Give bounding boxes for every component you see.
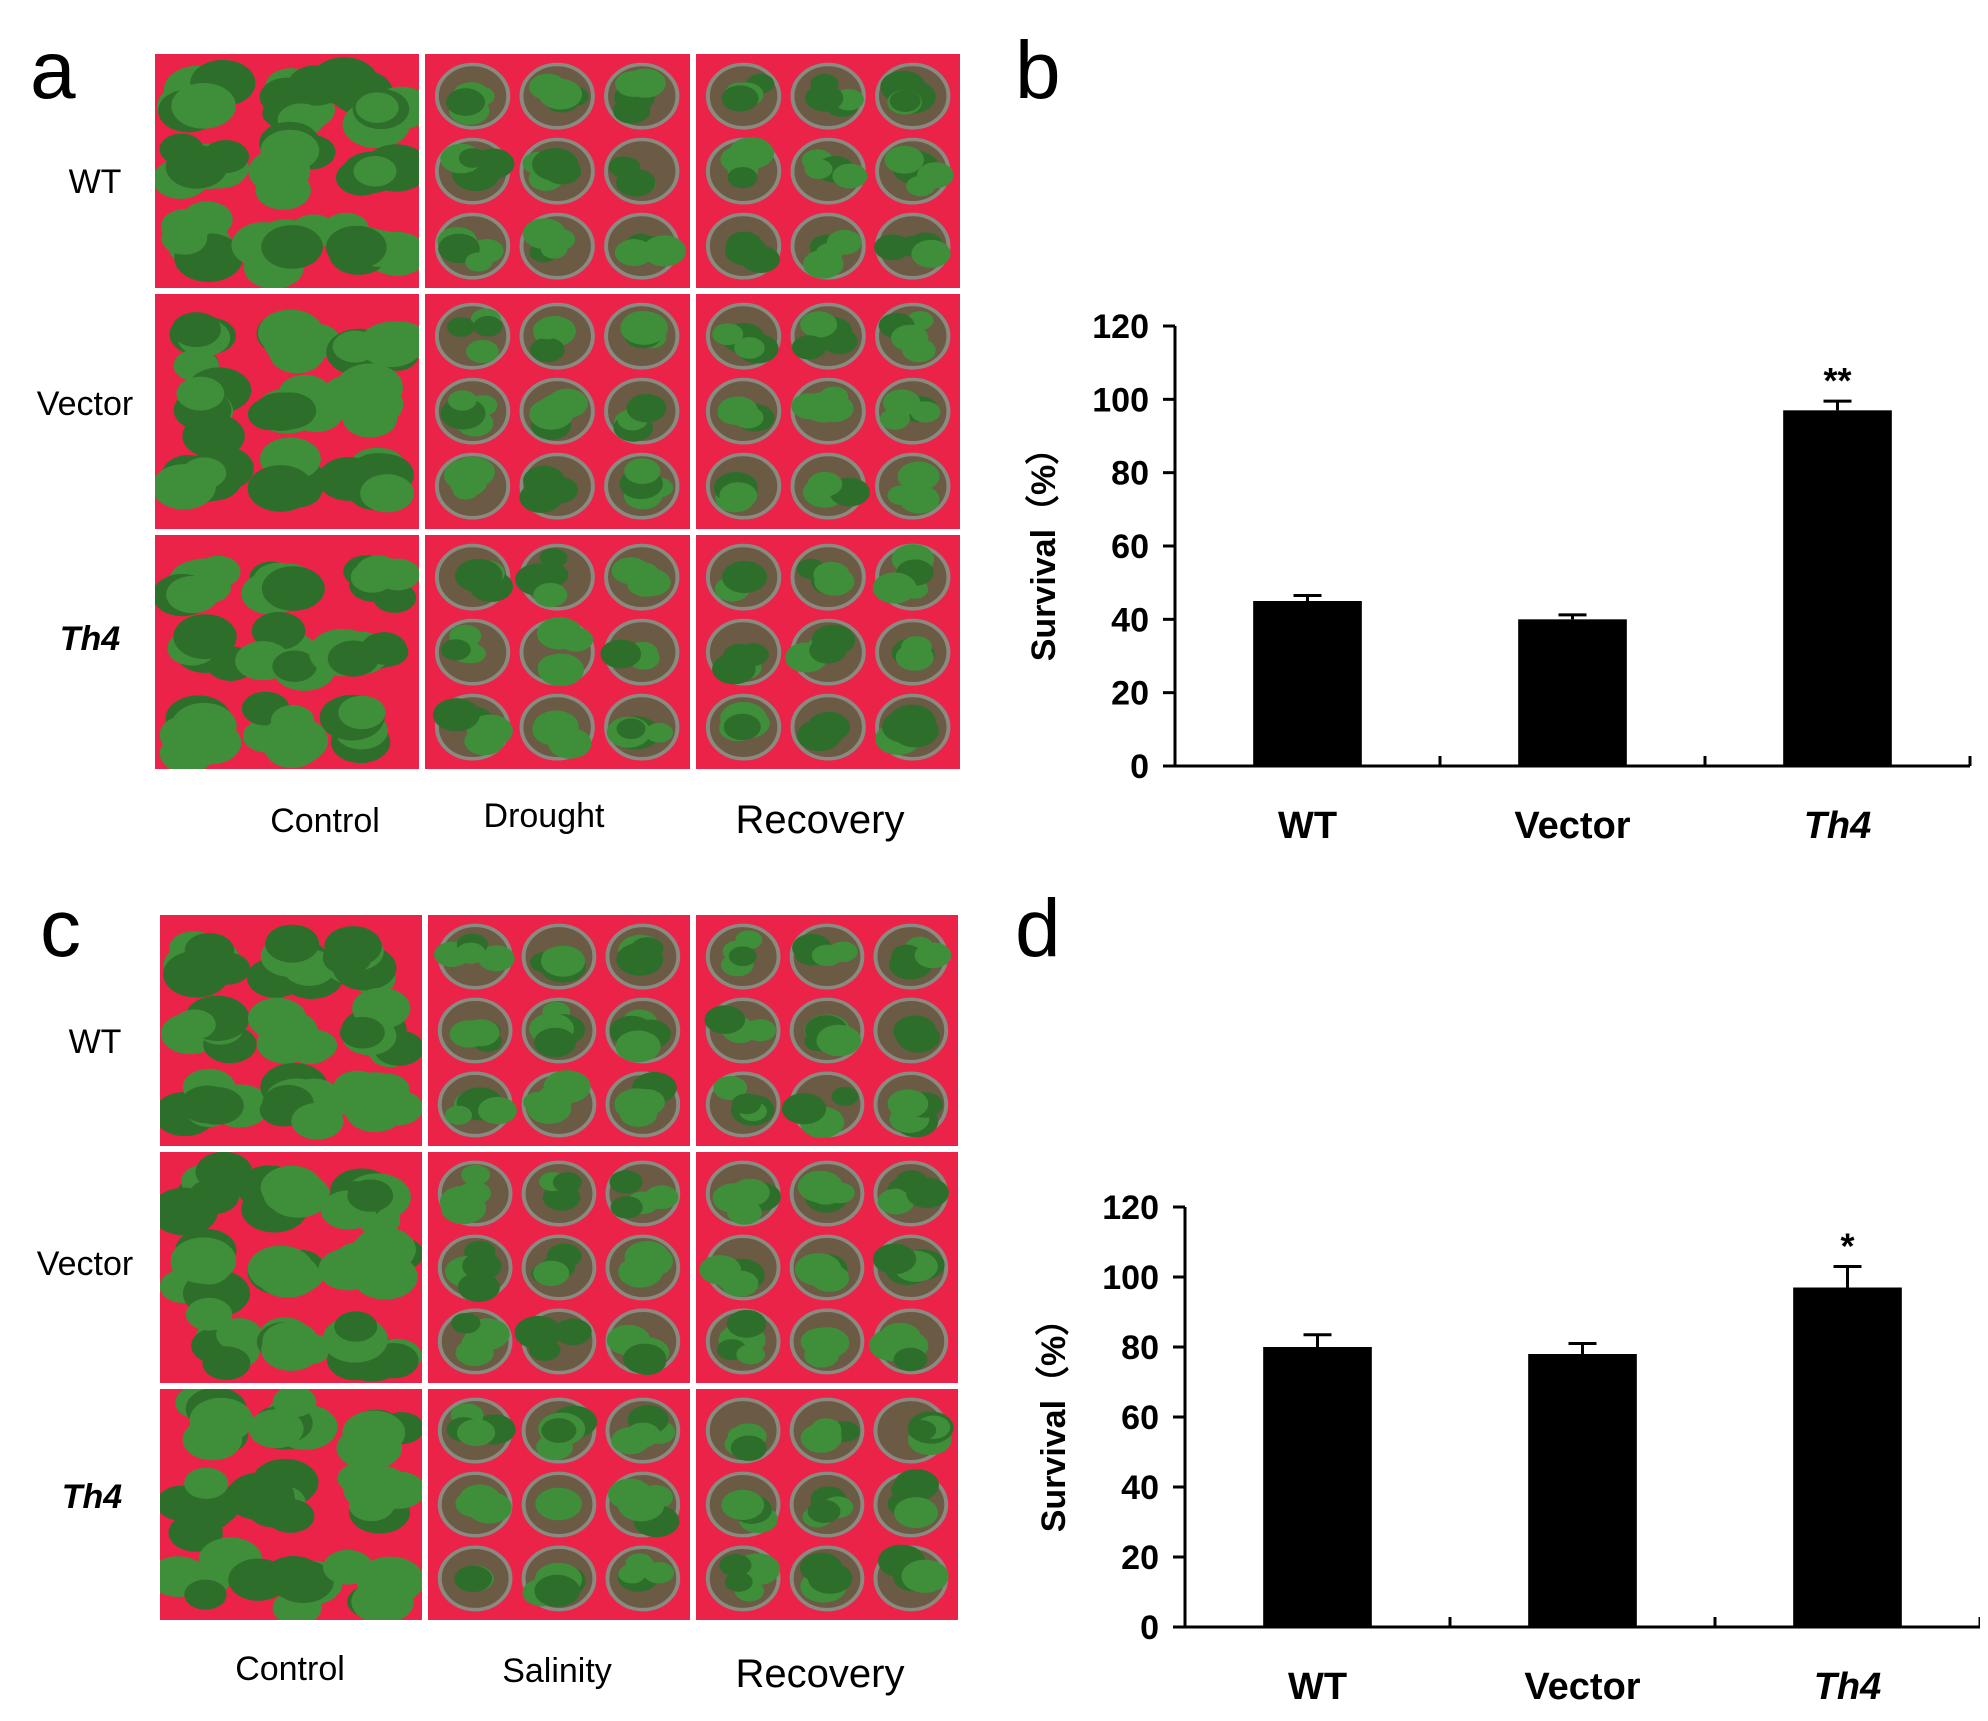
- chart-b-bar-wt: [1253, 601, 1362, 766]
- chart-b-y-label: Survival（%）: [1024, 431, 1063, 662]
- plant-photo-vector-drought: [425, 294, 690, 529]
- panel-a-col-label-drought: Drought: [483, 797, 605, 835]
- plant-photo-wt-salinity: [428, 915, 690, 1146]
- chart-b-category-label-vector: Vector: [1514, 805, 1630, 847]
- chart-d-y-tick-label: 0: [1140, 1609, 1159, 1647]
- panel-b-letter: b: [1015, 25, 1061, 116]
- chart-b-category-label-th4: Th4: [1804, 805, 1872, 847]
- chart-b-category-label-wt: WT: [1278, 805, 1337, 847]
- panel-a-row-label-wt: WT: [68, 163, 122, 201]
- chart-d-bar-vector: [1528, 1354, 1637, 1627]
- plant-photo-th4-recovery: [696, 1389, 958, 1620]
- chart-d-y-tick-label: 20: [1121, 1539, 1159, 1577]
- plant-photo-th4-recovery: [695, 534, 960, 769]
- chart-b-y-tick-label: 0: [1130, 748, 1149, 786]
- plant-photo-vector-recovery: [695, 294, 960, 529]
- chart-d-category-label-vector: Vector: [1524, 1666, 1640, 1708]
- chart-d-y-label: Survival（%）: [1034, 1302, 1073, 1533]
- chart-d-category-label-wt: WT: [1288, 1666, 1347, 1708]
- panel-a-col-label-recovery: Recovery: [735, 798, 905, 842]
- plant-photo-wt-drought: [425, 54, 690, 289]
- chart-b-y-tick-label: 120: [1092, 308, 1149, 346]
- chart-d-bar-th4: [1793, 1287, 1902, 1627]
- panel-c-row-label-wt: WT: [68, 1023, 122, 1061]
- chart-d-y-tick-label: 120: [1102, 1189, 1159, 1227]
- panel-a-row-label-th4: Th4: [59, 620, 121, 658]
- panel-a-photo-grid: [155, 54, 960, 769]
- plant-photo-vector-recovery: [696, 1152, 958, 1383]
- chart-d-category-label-th4: Th4: [1814, 1666, 1882, 1708]
- plant-photo-th4-salinity: [428, 1389, 690, 1620]
- chart-b-y-tick-label: 20: [1111, 675, 1149, 713]
- panel-a-letter: a: [30, 25, 76, 116]
- chart-b-y-tick-label: 40: [1111, 601, 1149, 639]
- plant-photo-vector-control: [160, 1152, 422, 1383]
- panel-c-col-label-recovery: Recovery: [735, 1652, 905, 1696]
- chart-d-y-tick-label: 100: [1102, 1259, 1159, 1297]
- chart-b-bar-vector: [1518, 619, 1627, 766]
- chart-b-y-tick-label: 100: [1092, 381, 1149, 419]
- panel-d-letter: d: [1015, 883, 1061, 974]
- panel-d-chart: 0 20 40 60 80 100 120 WT Vector * Th4 Survival（%）: [1034, 1189, 1980, 1708]
- panel-b-chart: 0 20 40 60 80 100 120 WT Vector ** Th4 Survival（%）: [1024, 308, 1972, 847]
- panel-c-row-label-vector: Vector: [36, 1245, 134, 1283]
- chart-d-y-tick-label: 40: [1121, 1469, 1159, 1507]
- chart-d-y-tick-label: 80: [1121, 1329, 1159, 1367]
- chart-d-bar-wt: [1263, 1347, 1372, 1627]
- plant-photo-vector-control: [155, 294, 420, 529]
- panel-c-col-label-control: Control: [235, 1650, 345, 1688]
- chart-b-significance-th4: **: [1823, 360, 1851, 401]
- plant-photo-th4-control: [160, 1389, 422, 1620]
- panel-c-row-label-th4: Th4: [61, 1478, 123, 1516]
- chart-b-y-tick-label: 60: [1111, 528, 1149, 566]
- plant-photo-wt-control: [155, 54, 420, 289]
- panel-c-col-label-salinity: Salinity: [502, 1652, 612, 1690]
- chart-b-bar-th4: [1783, 410, 1892, 766]
- chart-d-y-tick-label: 60: [1121, 1399, 1159, 1437]
- chart-b-y-tick-label: 80: [1111, 455, 1149, 493]
- plant-photo-th4-control: [155, 534, 420, 769]
- chart-d-significance-th4: *: [1840, 1226, 1854, 1267]
- panel-c-letter: c: [40, 883, 81, 974]
- panel-c-photo-grid: [160, 915, 958, 1620]
- plant-photo-vector-salinity: [428, 1152, 690, 1383]
- panel-a-col-label-control: Control: [270, 802, 380, 840]
- plant-photo-wt-recovery: [695, 54, 960, 289]
- plant-photo-wt-control: [160, 915, 422, 1146]
- plant-photo-wt-recovery: [696, 915, 958, 1146]
- panel-a-row-label-vector: Vector: [36, 385, 134, 423]
- plant-photo-th4-drought: [425, 534, 690, 769]
